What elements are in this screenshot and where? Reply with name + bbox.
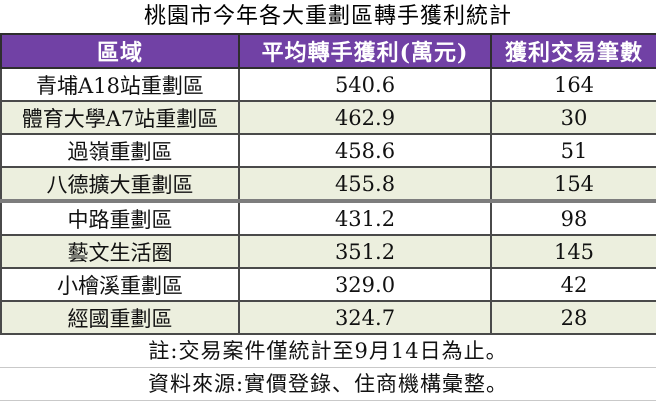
profit-table: 區域 平均轉手獲利(萬元) 獲利交易筆數 青埔A18站重劃區 540.6 164…: [0, 33, 656, 335]
column-header-deal-count: 獲利交易筆數: [490, 33, 656, 69]
cell-region: 青埔A18站重劃區: [0, 67, 240, 102]
cell-deal-count: 28: [490, 300, 656, 335]
cell-average-profit: 329.0: [238, 267, 492, 302]
cell-region: 經國重劃區: [0, 300, 240, 335]
table-row: 體育大學A7站重劃區 462.9 30: [0, 100, 656, 135]
table-row: 八德擴大重劃區 455.8 154: [0, 166, 656, 202]
cell-average-profit: 455.8: [238, 166, 492, 202]
footnote-data-source: 資料來源:實價登錄、住商機構彙整。: [0, 368, 656, 401]
cell-average-profit: 431.2: [238, 199, 492, 236]
cell-region: 小檜溪重劃區: [0, 267, 240, 302]
table-row: 青埔A18站重劃區 540.6 164: [0, 67, 656, 102]
footnote-cutoff-date: 註:交易案件僅統計至9月14日為止。: [0, 335, 656, 368]
cell-deal-count: 42: [490, 267, 656, 302]
cell-average-profit: 458.6: [238, 133, 492, 168]
cell-deal-count: 30: [490, 100, 656, 135]
cell-deal-count: 98: [490, 199, 656, 236]
column-header-average-profit: 平均轉手獲利(萬元): [238, 33, 492, 69]
table-row: 經國重劃區 324.7 28: [0, 300, 656, 335]
page-title: 桃園市今年各大重劃區轉手獲利統計: [143, 4, 512, 29]
cell-region: 藝文生活圈: [0, 234, 240, 269]
table-body: 青埔A18站重劃區 540.6 164 體育大學A7站重劃區 462.9 30 …: [0, 67, 656, 335]
table-row: 藝文生活圈 351.2 145: [0, 234, 656, 269]
header-row: 區域 平均轉手獲利(萬元) 獲利交易筆數: [0, 33, 656, 69]
cell-region: 體育大學A7站重劃區: [0, 100, 240, 135]
column-header-region: 區域: [0, 33, 240, 69]
cell-deal-count: 154: [490, 166, 656, 202]
cell-region: 中路重劃區: [0, 199, 240, 236]
cell-average-profit: 462.9: [238, 100, 492, 135]
table-row: 過嶺重劃區 458.6 51: [0, 133, 656, 168]
cell-deal-count: 164: [490, 67, 656, 102]
cell-average-profit: 540.6: [238, 67, 492, 102]
table-row: 小檜溪重劃區 329.0 42: [0, 267, 656, 302]
cell-deal-count: 145: [490, 234, 656, 269]
cell-deal-count: 51: [490, 133, 656, 168]
cell-region: 八德擴大重劃區: [0, 166, 240, 202]
table-row: 中路重劃區 431.2 98: [0, 199, 656, 236]
cell-average-profit: 324.7: [238, 300, 492, 335]
cell-region: 過嶺重劃區: [0, 133, 240, 168]
cell-average-profit: 351.2: [238, 234, 492, 269]
